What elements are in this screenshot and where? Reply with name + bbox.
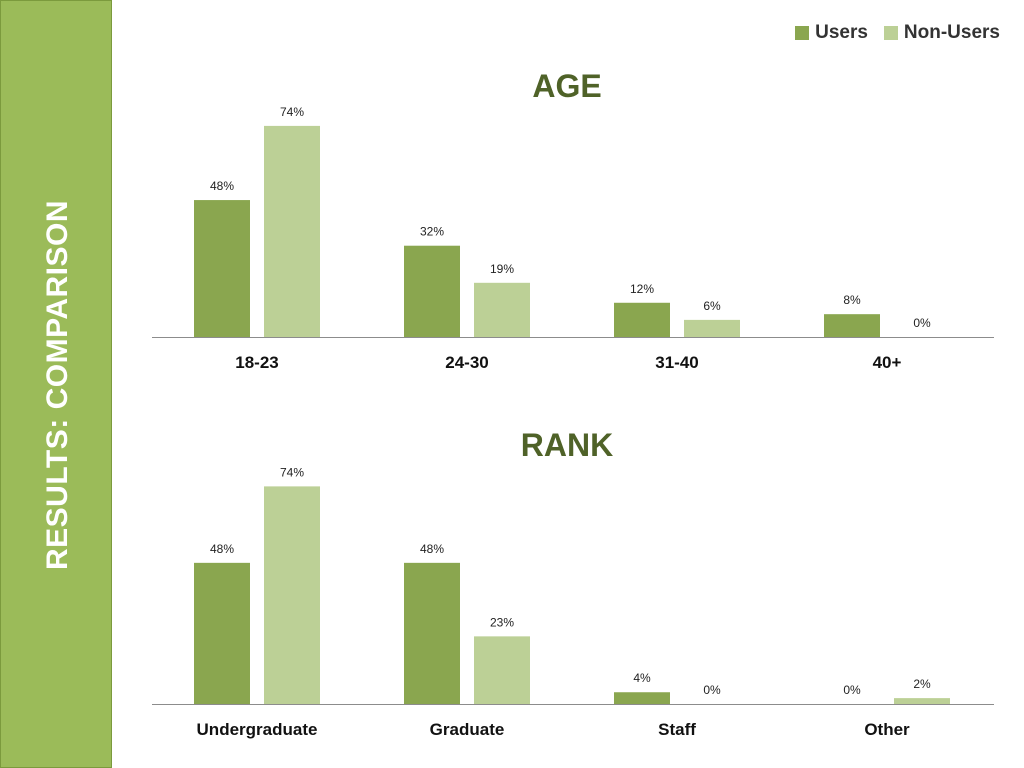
legend-swatch-users bbox=[795, 26, 810, 40]
rank-data-label-undergraduate-non-users: 74% bbox=[280, 465, 304, 479]
age-chart: 48% 74% 18-23 32% 19% 24-30 12% 6% 31-40 8% 0% 40+ bbox=[152, 105, 994, 372]
legend-item-users: Users bbox=[795, 22, 868, 44]
rank-bar-staff-users bbox=[614, 692, 670, 704]
age-data-label-40-users: 8% bbox=[843, 293, 861, 307]
sidebar: RESULTS: COMPARISON bbox=[0, 0, 112, 768]
legend-swatch-non-users bbox=[883, 26, 898, 40]
rank-tick-label-other: Other bbox=[864, 720, 910, 739]
rank-chart-title: RANK bbox=[520, 427, 614, 463]
rank-data-label-undergraduate-users: 48% bbox=[210, 542, 234, 556]
age-tick-label-18-23: 18-23 bbox=[235, 353, 278, 372]
age-bar-24-30-users bbox=[404, 245, 460, 337]
age-bar-31-40-users bbox=[614, 302, 670, 337]
rank-bar-undergraduate-non-users bbox=[264, 486, 320, 704]
age-data-label-24-30-users: 32% bbox=[420, 225, 444, 239]
age-tick-label-40: 40+ bbox=[873, 353, 902, 372]
age-bar-31-40-non-users bbox=[684, 319, 740, 337]
rank-data-label-staff-non-users: 0% bbox=[703, 683, 721, 697]
age-data-label-18-23-non-users: 74% bbox=[280, 105, 304, 119]
age-data-label-24-30-non-users: 19% bbox=[490, 262, 514, 276]
rank-bar-graduate-users bbox=[404, 562, 460, 704]
rank-data-label-graduate-users: 48% bbox=[420, 542, 444, 556]
age-bar-24-30-non-users bbox=[474, 282, 530, 337]
age-bar-40-users bbox=[824, 314, 880, 337]
age-tick-label-31-40: 31-40 bbox=[655, 353, 698, 372]
age-data-label-18-23-users: 48% bbox=[210, 179, 234, 193]
age-data-label-31-40-non-users: 6% bbox=[703, 299, 721, 313]
rank-tick-label-undergraduate: Undergraduate bbox=[197, 720, 318, 739]
age-bar-18-23-non-users bbox=[264, 125, 320, 337]
age-data-label-40-non-users: 0% bbox=[913, 316, 931, 330]
legend-label-non-users: Non-Users bbox=[903, 22, 1000, 43]
age-chart-title: AGE bbox=[532, 68, 602, 104]
rank-tick-label-staff: Staff bbox=[658, 720, 696, 739]
rank-data-label-staff-users: 4% bbox=[633, 671, 651, 685]
rank-data-label-other-users: 0% bbox=[843, 683, 861, 697]
rank-bar-undergraduate-users bbox=[194, 562, 250, 704]
age-data-label-31-40-users: 12% bbox=[630, 282, 654, 296]
rank-tick-label-graduate: Graduate bbox=[430, 720, 505, 739]
legend-label-users: Users bbox=[815, 22, 868, 43]
rank-bar-other-non-users bbox=[894, 698, 950, 704]
rank-chart: 48% 74% Undergraduate 48% 23% Graduate 4% 0% Sta… bbox=[152, 465, 994, 739]
age-tick-label-24-30: 24-30 bbox=[445, 353, 488, 372]
legend-item-non-users: Non-Users bbox=[883, 22, 1000, 44]
rank-data-label-other-non-users: 2% bbox=[913, 677, 931, 691]
rank-bar-graduate-non-users bbox=[474, 636, 530, 704]
rank-data-label-graduate-non-users: 23% bbox=[490, 615, 514, 629]
chart-legend: Users Non-Users bbox=[779, 22, 1000, 44]
age-bar-18-23-users bbox=[194, 200, 250, 337]
sidebar-title: RESULTS: COMPARISON bbox=[41, 199, 74, 571]
